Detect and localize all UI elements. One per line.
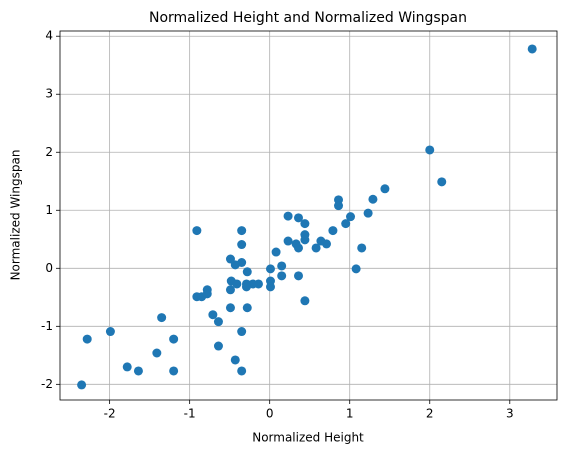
point xyxy=(300,219,310,229)
point xyxy=(363,208,373,218)
point xyxy=(300,235,310,245)
point xyxy=(157,313,167,323)
point xyxy=(425,145,435,155)
point xyxy=(213,341,223,351)
point xyxy=(241,282,251,292)
point xyxy=(82,334,92,344)
point xyxy=(225,285,235,295)
point xyxy=(334,201,344,211)
y-tick-label: 3 xyxy=(45,87,53,101)
y-tick-label: 1 xyxy=(45,203,53,217)
point xyxy=(265,282,275,292)
point xyxy=(380,184,390,194)
point xyxy=(346,212,356,222)
points xyxy=(77,44,537,390)
point xyxy=(271,247,281,257)
point xyxy=(368,194,378,204)
point xyxy=(265,264,275,274)
point xyxy=(437,177,447,187)
point xyxy=(237,226,247,236)
grid xyxy=(60,31,557,400)
x-tick-label: 1 xyxy=(346,407,354,421)
point xyxy=(105,327,115,337)
point xyxy=(277,271,287,281)
y-tick-label: 2 xyxy=(45,145,53,159)
point xyxy=(283,211,293,221)
point xyxy=(242,303,252,313)
point xyxy=(351,264,361,274)
point xyxy=(232,279,242,289)
point xyxy=(202,289,212,299)
x-tick-label: -1 xyxy=(184,407,196,421)
point xyxy=(527,44,537,54)
x-tick-label: -2 xyxy=(104,407,116,421)
point xyxy=(237,366,247,376)
y-axis-label: Normalized Wingspan xyxy=(9,150,23,281)
point xyxy=(316,236,326,246)
point xyxy=(237,327,247,337)
x-axis-label: Normalized Height xyxy=(252,431,364,445)
point xyxy=(357,243,367,253)
point xyxy=(225,303,235,313)
point xyxy=(77,380,87,390)
point xyxy=(341,219,351,229)
point xyxy=(237,240,247,250)
point xyxy=(293,213,303,223)
y-tick-label: 4 xyxy=(45,29,53,43)
point xyxy=(328,226,338,236)
chart-title: Normalized Height and Normalized Wingspa… xyxy=(149,10,467,26)
y-tick-label: -1 xyxy=(41,319,53,333)
point xyxy=(152,348,162,358)
point xyxy=(169,366,179,376)
x-tick-label: 2 xyxy=(426,407,434,421)
x-tick-label: 3 xyxy=(506,407,514,421)
axes-frame xyxy=(59,30,558,401)
y-tick-label: 0 xyxy=(45,261,53,275)
point xyxy=(133,366,143,376)
point xyxy=(192,226,202,236)
y-tick-label: -2 xyxy=(41,377,53,391)
point xyxy=(225,254,235,264)
point xyxy=(300,296,310,306)
point xyxy=(293,271,303,281)
point xyxy=(311,243,321,253)
point xyxy=(122,362,132,372)
x-tick-label: 0 xyxy=(266,407,274,421)
point xyxy=(277,261,287,271)
point xyxy=(208,310,218,320)
point xyxy=(283,236,293,246)
point xyxy=(242,267,252,277)
point xyxy=(230,355,240,365)
point xyxy=(293,243,303,253)
point xyxy=(169,334,179,344)
point xyxy=(213,317,223,327)
